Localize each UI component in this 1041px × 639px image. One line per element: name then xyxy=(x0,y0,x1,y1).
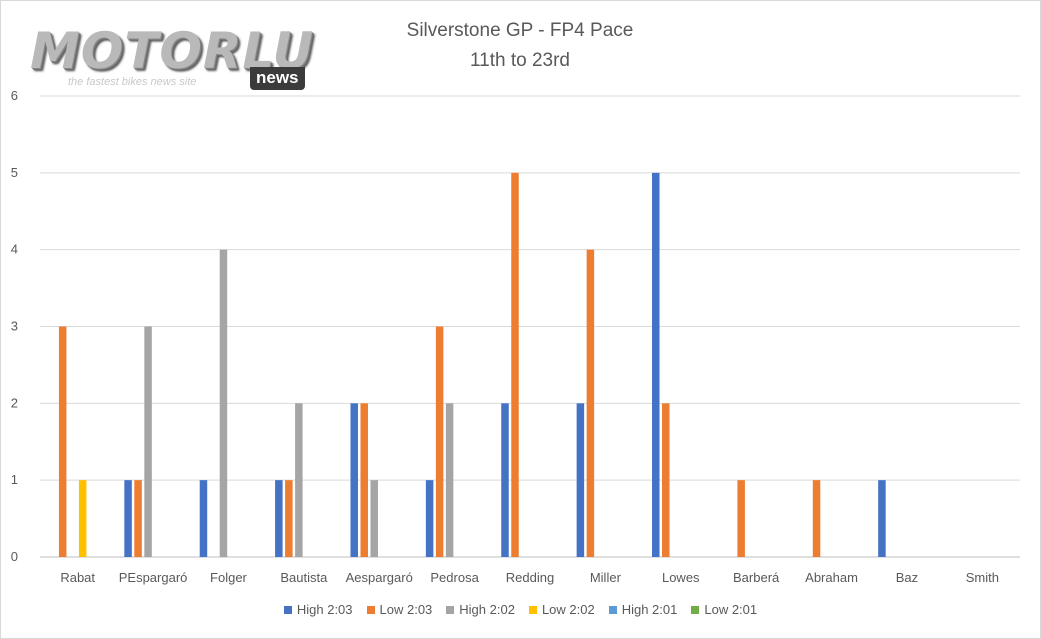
x-tick-label: Abraham xyxy=(805,570,858,585)
bar xyxy=(295,403,303,557)
x-tick-label: Miller xyxy=(590,570,622,585)
bar xyxy=(662,403,670,557)
y-tick-label: 6 xyxy=(11,88,18,103)
legend-swatch xyxy=(528,605,537,614)
bar xyxy=(501,403,509,557)
y-tick-label: 1 xyxy=(11,472,18,487)
y-tick-label: 3 xyxy=(11,319,18,334)
motorlu-logo: MOTORLU the fastest bikes news site news xyxy=(28,22,313,94)
bar xyxy=(370,480,378,557)
x-tick-label: Pedrosa xyxy=(430,570,479,585)
bar xyxy=(511,172,519,558)
logo-news-badge: news xyxy=(250,67,305,90)
bar xyxy=(144,326,152,557)
bar xyxy=(576,403,585,557)
bar xyxy=(445,403,454,557)
x-tick-label: Lowes xyxy=(662,570,700,585)
bar xyxy=(878,480,886,557)
y-tick-label: 4 xyxy=(11,242,18,257)
chart-title: Silverstone GP - FP4 Pace xyxy=(406,20,634,41)
x-tick-label: Aespargaró xyxy=(346,570,413,585)
y-tick-label: 2 xyxy=(11,395,18,410)
bar xyxy=(78,480,87,557)
bar xyxy=(124,480,132,557)
legend-label: High 2:02 xyxy=(459,602,515,617)
x-tick-label: Barberá xyxy=(733,570,780,585)
legend-swatch xyxy=(608,605,617,614)
legend-swatch xyxy=(283,605,292,614)
bar xyxy=(737,480,745,557)
y-tick-label: 0 xyxy=(11,549,18,564)
bar xyxy=(285,480,293,557)
x-tick-label: Smith xyxy=(966,570,999,585)
bar xyxy=(586,249,595,557)
legend-label: High 2:01 xyxy=(621,602,678,617)
chart-title-block: Silverstone GP - FP4 Pace 11th to 23rd xyxy=(370,16,670,76)
legend-label: Low 2:02 xyxy=(541,602,595,617)
bar xyxy=(350,403,358,557)
legend-item: Low 2:01 xyxy=(691,602,757,617)
x-tick-label: Redding xyxy=(506,570,554,585)
logo-tagline: the fastest bikes news site xyxy=(68,76,197,88)
x-tick-label: Rabat xyxy=(60,570,95,585)
legend-item: High 2:02 xyxy=(446,602,515,617)
legend-item: High 2:03 xyxy=(283,602,353,617)
legend-label: High 2:03 xyxy=(296,602,353,617)
legend-item: Low 2:02 xyxy=(528,602,595,617)
legend-item: Low 2:03 xyxy=(366,602,433,617)
bar xyxy=(360,403,368,557)
x-tick-label: Baz xyxy=(896,570,918,585)
x-tick-label: Bautista xyxy=(280,570,328,585)
legend-label: Low 2:03 xyxy=(379,602,433,617)
x-tick-label: Folger xyxy=(210,570,248,585)
bar xyxy=(652,172,660,558)
bar xyxy=(58,326,67,557)
legend-swatch xyxy=(446,605,455,614)
chart-subtitle: 11th to 23rd xyxy=(469,50,570,71)
chart-legend: High 2:03 Low 2:03 High 2:02 Low 2:02 High 2… xyxy=(0,602,1041,617)
legend-item: High 2:01 xyxy=(608,602,678,617)
bar xyxy=(275,480,283,557)
legend-label: Low 2:01 xyxy=(704,602,758,617)
y-tick-label: 5 xyxy=(11,165,18,180)
x-tick-label: PEspargaró xyxy=(119,570,188,585)
bar xyxy=(435,326,444,557)
legend-swatch xyxy=(691,605,700,614)
bar xyxy=(425,480,434,557)
bar xyxy=(219,249,228,557)
bar xyxy=(812,480,821,557)
bar xyxy=(134,480,142,557)
bar xyxy=(199,480,208,557)
legend-swatch xyxy=(366,605,375,614)
